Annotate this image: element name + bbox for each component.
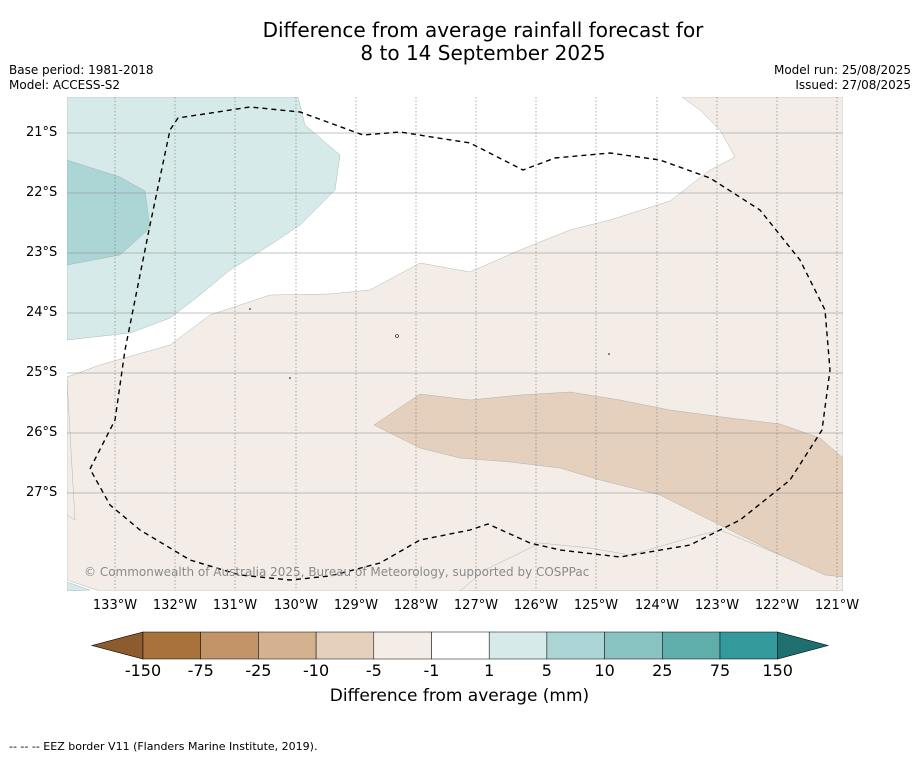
longitude-label: 125°W [573, 598, 619, 613]
latitude-label: 25°S [26, 365, 58, 380]
colorbar-tick-label: -10 [303, 661, 330, 680]
colorbar-segment [373, 631, 432, 660]
longitude-label: 132°W [152, 598, 198, 613]
colorbar-segment [315, 631, 375, 660]
colorbar-tick-label: -150 [124, 661, 162, 680]
colorbar-segment [200, 631, 259, 660]
longitude-label: 133°W [92, 598, 138, 613]
latitude-label: 22°S [26, 185, 58, 200]
colorbar-segment [604, 631, 663, 660]
anomaly-region-1-to-5 [67, 97, 341, 341]
colorbar-tick-label: -25 [245, 661, 272, 680]
colorbar-segment [258, 631, 317, 660]
island-marker [289, 377, 291, 379]
island-marker [608, 353, 610, 355]
colorbar-tick-label: 25 [652, 661, 673, 680]
colorbar-tick-label: -1 [423, 661, 440, 680]
colorbar-tick-label: 75 [709, 661, 731, 680]
longitude-label: 121°W [814, 598, 860, 613]
colorbar-extend-low [90, 631, 144, 660]
chart-title-line-2: 8 to 14 September 2025 [360, 41, 606, 65]
colorbar-tick-label: 5 [541, 661, 552, 680]
chart-title-line-1: Difference from average rainfall forecas… [262, 18, 704, 42]
longitude-label: 129°W [333, 598, 379, 613]
rainfall-anomaly-map [67, 97, 843, 591]
colorbar-segment [662, 631, 721, 660]
colorbar-tick-label: 10 [594, 661, 615, 680]
colorbar-segment [431, 631, 490, 660]
base-period-label: Base period: 1981-2018 [9, 63, 154, 77]
longitude-label: 130°W [273, 598, 319, 613]
anomaly-region-5-to-10 [67, 159, 151, 266]
model-label: Model: ACCESS-S2 [9, 78, 121, 92]
colorbar-segment [719, 631, 778, 660]
colorbar-segment [546, 631, 605, 660]
colorbar-tick-label: -5 [365, 661, 382, 680]
anomaly-region-1-to-5-south [67, 581, 91, 591]
island-marker [249, 308, 251, 310]
longitude-label: 123°W [694, 598, 740, 613]
colorbar-segment [488, 631, 548, 660]
colorbar-label: Difference from average (mm) [329, 686, 590, 706]
colorbar-segment [142, 631, 201, 660]
longitude-label: 131°W [212, 598, 258, 613]
anomaly-region-minus10-to-minus5 [373, 391, 843, 578]
longitude-label: 128°W [393, 598, 439, 613]
longitude-label: 124°W [634, 598, 680, 613]
longitude-label: 122°W [754, 598, 800, 613]
colorbar-extend-high [777, 631, 830, 660]
longitude-label: 126°W [513, 598, 559, 613]
eez-footnote: -- -- -- EEZ border V11 (Flanders Marine… [9, 740, 318, 753]
latitude-label: 27°S [26, 485, 58, 500]
colorbar-tick-label: 1 [484, 661, 495, 680]
latitude-label: 21°S [26, 125, 58, 140]
issued-label: Issued: 27/08/2025 [795, 78, 911, 92]
longitude-label: 127°W [453, 598, 499, 613]
latitude-label: 26°S [26, 425, 58, 440]
colorbar [90, 631, 830, 660]
island-marker [395, 334, 399, 338]
colorbar-tick-label: 150 [762, 661, 793, 680]
anomaly-region-minus5-to-minus1-west [67, 379, 76, 521]
latitude-lines [67, 132, 843, 494]
colorbar-tick-label: -75 [187, 661, 214, 680]
latitude-label: 23°S [26, 245, 58, 260]
eez-border [89, 106, 831, 581]
latitude-label: 24°S [26, 305, 58, 320]
model-run-label: Model run: 25/08/2025 [773, 63, 911, 77]
copyright-notice: © Commonwealth of Australia 2025, Bureau… [84, 565, 590, 579]
